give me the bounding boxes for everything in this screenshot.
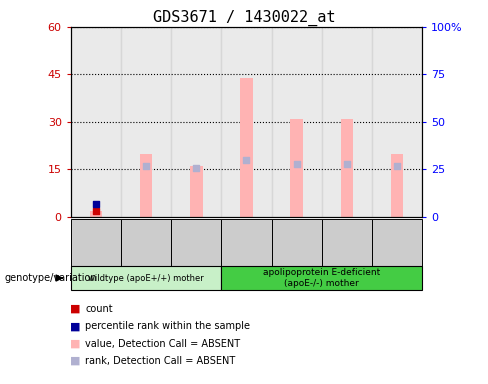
Point	[192, 164, 200, 170]
Text: ■: ■	[70, 321, 81, 331]
Bar	[171, 27, 222, 217]
Bar	[240, 78, 253, 217]
Point	[92, 208, 100, 214]
Bar	[391, 154, 403, 217]
Point	[293, 161, 301, 167]
Bar	[322, 27, 372, 217]
Point	[92, 200, 100, 207]
Bar	[372, 27, 422, 217]
Text: value, Detection Call = ABSENT: value, Detection Call = ABSENT	[85, 339, 241, 349]
Bar	[341, 119, 353, 217]
Text: ■: ■	[70, 339, 81, 349]
Bar	[222, 27, 271, 217]
Point	[343, 161, 351, 167]
Bar	[71, 27, 121, 217]
Bar	[90, 211, 102, 217]
Point	[243, 157, 250, 163]
Text: ■: ■	[70, 356, 81, 366]
Text: rank, Detection Call = ABSENT: rank, Detection Call = ABSENT	[85, 356, 236, 366]
Text: apolipoprotein E-deficient
(apoE-/-) mother: apolipoprotein E-deficient (apoE-/-) mot…	[263, 268, 380, 288]
Text: count: count	[85, 304, 113, 314]
Text: percentile rank within the sample: percentile rank within the sample	[85, 321, 250, 331]
Bar	[121, 27, 171, 217]
Text: GDS3671 / 1430022_at: GDS3671 / 1430022_at	[153, 10, 335, 26]
Text: wildtype (apoE+/+) mother: wildtype (apoE+/+) mother	[88, 273, 204, 283]
Bar	[140, 154, 152, 217]
Bar	[190, 166, 203, 217]
Bar	[271, 27, 322, 217]
Text: ■: ■	[70, 304, 81, 314]
Text: genotype/variation: genotype/variation	[5, 273, 98, 283]
Point	[142, 162, 150, 169]
Bar	[290, 119, 303, 217]
Point	[393, 162, 401, 169]
